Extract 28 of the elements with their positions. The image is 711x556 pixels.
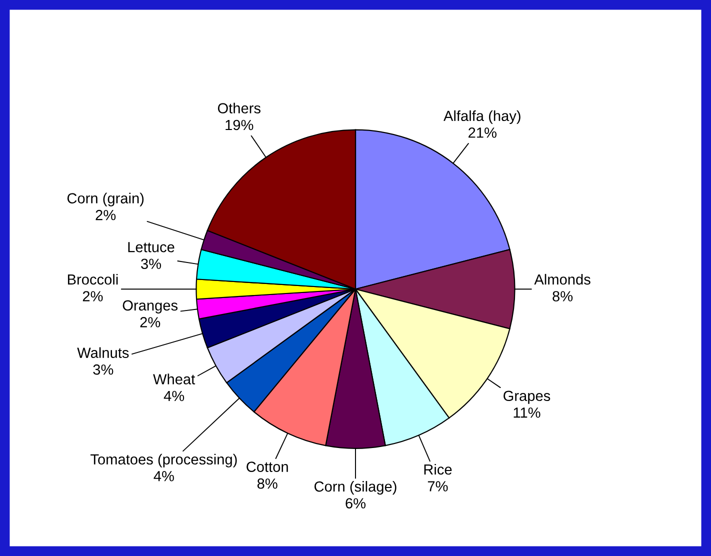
- slice-label: Lettuce: [128, 242, 174, 252]
- slice-label: Grapes: [504, 390, 550, 404]
- data-label: 3%: [141, 258, 162, 270]
- data-label: 6%: [346, 498, 366, 508]
- data-label: 3%: [93, 364, 114, 375]
- slice-label: Others: [218, 102, 260, 114]
- data-label: 19%: [226, 120, 254, 130]
- slice-label: Corn (silage): [314, 480, 396, 495]
- slice-label: Cotton: [246, 462, 288, 472]
- data-label: 7%: [428, 481, 448, 492]
- slice-label: Rice: [424, 464, 452, 475]
- data-label: 4%: [154, 471, 174, 482]
- slice-label: Broccoli: [68, 274, 118, 285]
- data-label: 11%: [514, 408, 540, 418]
- data-label: 8%: [257, 478, 278, 489]
- slice-label: Wheat: [153, 374, 196, 384]
- slice-label: Almonds: [534, 274, 590, 285]
- slice-label: Corn (grain): [67, 192, 144, 206]
- data-label: 21%: [468, 127, 496, 138]
- slice-label: Oranges: [122, 300, 178, 314]
- data-label: 8%: [552, 291, 573, 302]
- slice-label: Alfalfa (hay): [444, 110, 520, 124]
- data-label: 2%: [82, 291, 103, 302]
- data-label: 2%: [96, 210, 116, 220]
- slice-label: Tomatoes (processing): [90, 454, 237, 468]
- data-label: 2%: [140, 317, 160, 328]
- slice-label: Walnuts: [77, 347, 129, 358]
- data-label: 4%: [164, 390, 184, 402]
